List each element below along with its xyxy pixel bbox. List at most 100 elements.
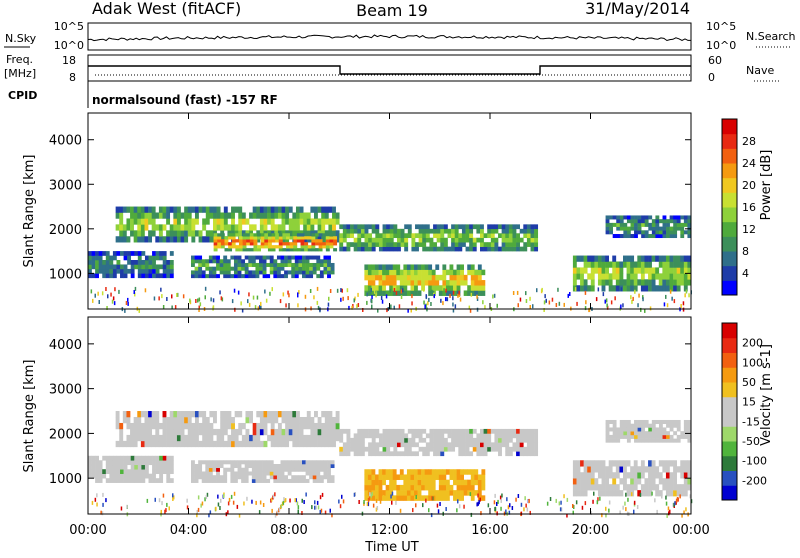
power-speckle [269, 291, 271, 296]
power-cell [339, 242, 344, 247]
ytick-label: 4000 [49, 134, 82, 149]
velocity-cell [194, 440, 199, 448]
velocity-cell [597, 460, 602, 467]
velocity-cell [169, 478, 174, 483]
power-cell [449, 285, 454, 291]
velocity-cell [194, 467, 199, 472]
velocity-cell [141, 478, 146, 483]
velocity-cell [576, 490, 581, 497]
power-cell [329, 236, 334, 240]
velocity-cell [144, 411, 149, 418]
power-cell [251, 274, 256, 279]
power-speckle [298, 290, 300, 295]
velocity-cell [230, 464, 235, 469]
velocity-speckle [499, 495, 502, 500]
power-cell [530, 237, 535, 243]
power-cell [673, 273, 677, 280]
power-cell [223, 274, 228, 279]
velocity-cell [601, 484, 606, 491]
power-speckle [398, 304, 401, 309]
power-cell [264, 233, 269, 237]
power-cell [267, 239, 272, 243]
velocity-cell [233, 475, 238, 480]
velocity-cell [425, 446, 430, 452]
velocity-cell [516, 437, 520, 443]
power-cell [339, 237, 344, 243]
velocity-cell [683, 427, 688, 432]
velocity-speckle [324, 510, 327, 515]
velocity-cell [680, 460, 685, 467]
power-cell [227, 212, 232, 219]
power-cell [428, 290, 433, 296]
velocity-cell [137, 473, 142, 479]
power-cell [237, 262, 242, 267]
velocity-cell [651, 427, 656, 432]
velocity-cell [335, 434, 340, 442]
power-cell [319, 270, 324, 275]
velocity-cell [601, 478, 606, 485]
velocity-cell [651, 472, 656, 479]
velocity-cell [666, 438, 670, 443]
power-speckle [529, 296, 531, 301]
velocity-cell [244, 475, 249, 480]
power-cell [410, 274, 415, 281]
power-cell [382, 233, 387, 239]
power-cell [271, 239, 276, 243]
power-speckle [189, 298, 191, 303]
power-cell [237, 270, 242, 275]
velocity-speckle [206, 492, 209, 497]
power-cell [648, 261, 652, 268]
velocity-cell [346, 428, 351, 434]
power-cell [425, 237, 430, 243]
velocity-cell [191, 434, 196, 442]
velocity-cell [438, 495, 443, 501]
power-cell [140, 212, 145, 219]
velocity-cell [467, 479, 472, 486]
power-cell [508, 224, 513, 230]
power-cell [244, 270, 249, 275]
velocity-cell [130, 473, 135, 479]
power-cell [445, 269, 450, 276]
time-xticks: 00:00 04:00 08:00 12:00 16:00 20:00 00:00 [69, 113, 710, 538]
velocity-cell [276, 475, 281, 480]
velocity-cell [662, 484, 667, 491]
velocity-cell [330, 478, 335, 483]
power-cell [98, 251, 103, 256]
velocity-cell [382, 479, 386, 486]
velocity-cell [158, 434, 163, 442]
velocity-cell [342, 446, 347, 452]
velocity-cell [414, 484, 418, 491]
velocity-cell [364, 495, 369, 501]
velocity-cell [619, 427, 624, 432]
power-cell [353, 224, 358, 230]
power-cell [386, 237, 391, 243]
power-cell [583, 279, 588, 286]
velocity-cell [91, 455, 96, 461]
power-cell [576, 285, 581, 292]
power-cell [597, 273, 602, 280]
power-cell [612, 222, 617, 227]
velocity-cell [480, 433, 484, 439]
power-cell [393, 242, 398, 247]
power-cell [490, 246, 495, 252]
power-cell [648, 226, 653, 231]
power-cell [449, 274, 454, 281]
power-cell [201, 274, 206, 279]
velocity-cell [281, 416, 286, 424]
velocity-speckle [316, 500, 319, 505]
velocity-cell [273, 467, 278, 472]
velocity-speckle [608, 500, 611, 505]
power-cell [640, 273, 645, 280]
power-cell [309, 266, 314, 271]
velocity-cell [597, 472, 602, 479]
velocity-cell [640, 490, 645, 497]
velocity-cell [375, 479, 379, 486]
velocity-cell [88, 469, 92, 475]
velocity-speckle [501, 493, 503, 498]
power-cell [237, 259, 242, 264]
velocity-cell [687, 466, 692, 473]
velocity-cell [487, 433, 492, 439]
velocity-speckle [555, 498, 557, 503]
velocity-cell [375, 433, 380, 439]
velocity-cell [458, 428, 463, 434]
